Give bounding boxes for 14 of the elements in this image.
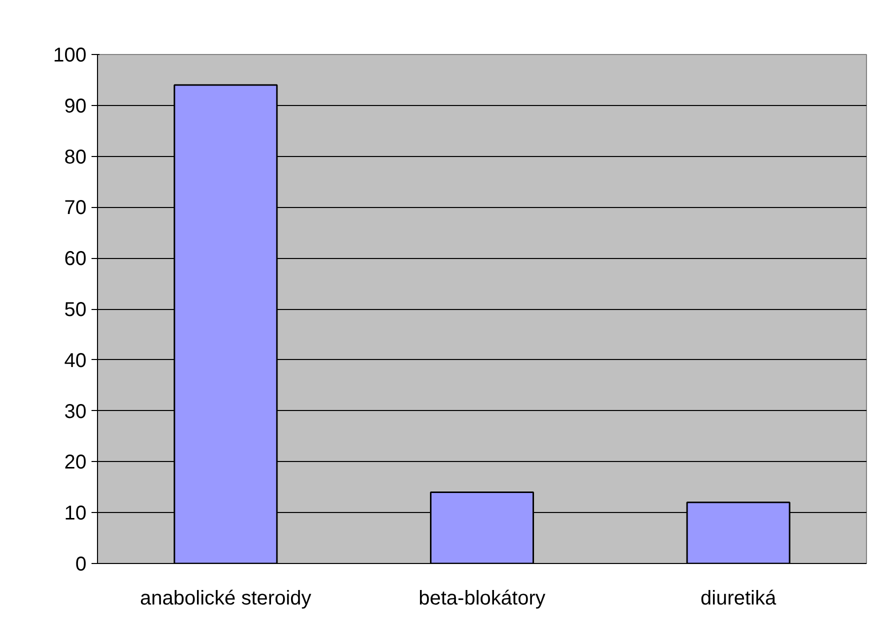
y-tick-label: 30 — [64, 400, 87, 423]
y-tick-label: 10 — [64, 502, 87, 525]
y-tick-label: 90 — [64, 95, 87, 118]
y-tick-label: 100 — [53, 44, 87, 66]
x-tick-label: anabolické steroidy — [140, 588, 312, 610]
y-tick-label: 80 — [64, 146, 87, 168]
y-tick-label: 70 — [64, 197, 87, 220]
y-tick-label: 50 — [64, 299, 87, 321]
y-tick-label: 0 — [75, 554, 86, 576]
x-tick-label: diuretiká — [700, 588, 778, 610]
y-tick-label: 20 — [64, 452, 87, 474]
y-tick-label: 60 — [64, 248, 87, 270]
y-tick-label: 40 — [64, 350, 87, 372]
x-tick-label: beta-blokátory — [418, 588, 546, 610]
